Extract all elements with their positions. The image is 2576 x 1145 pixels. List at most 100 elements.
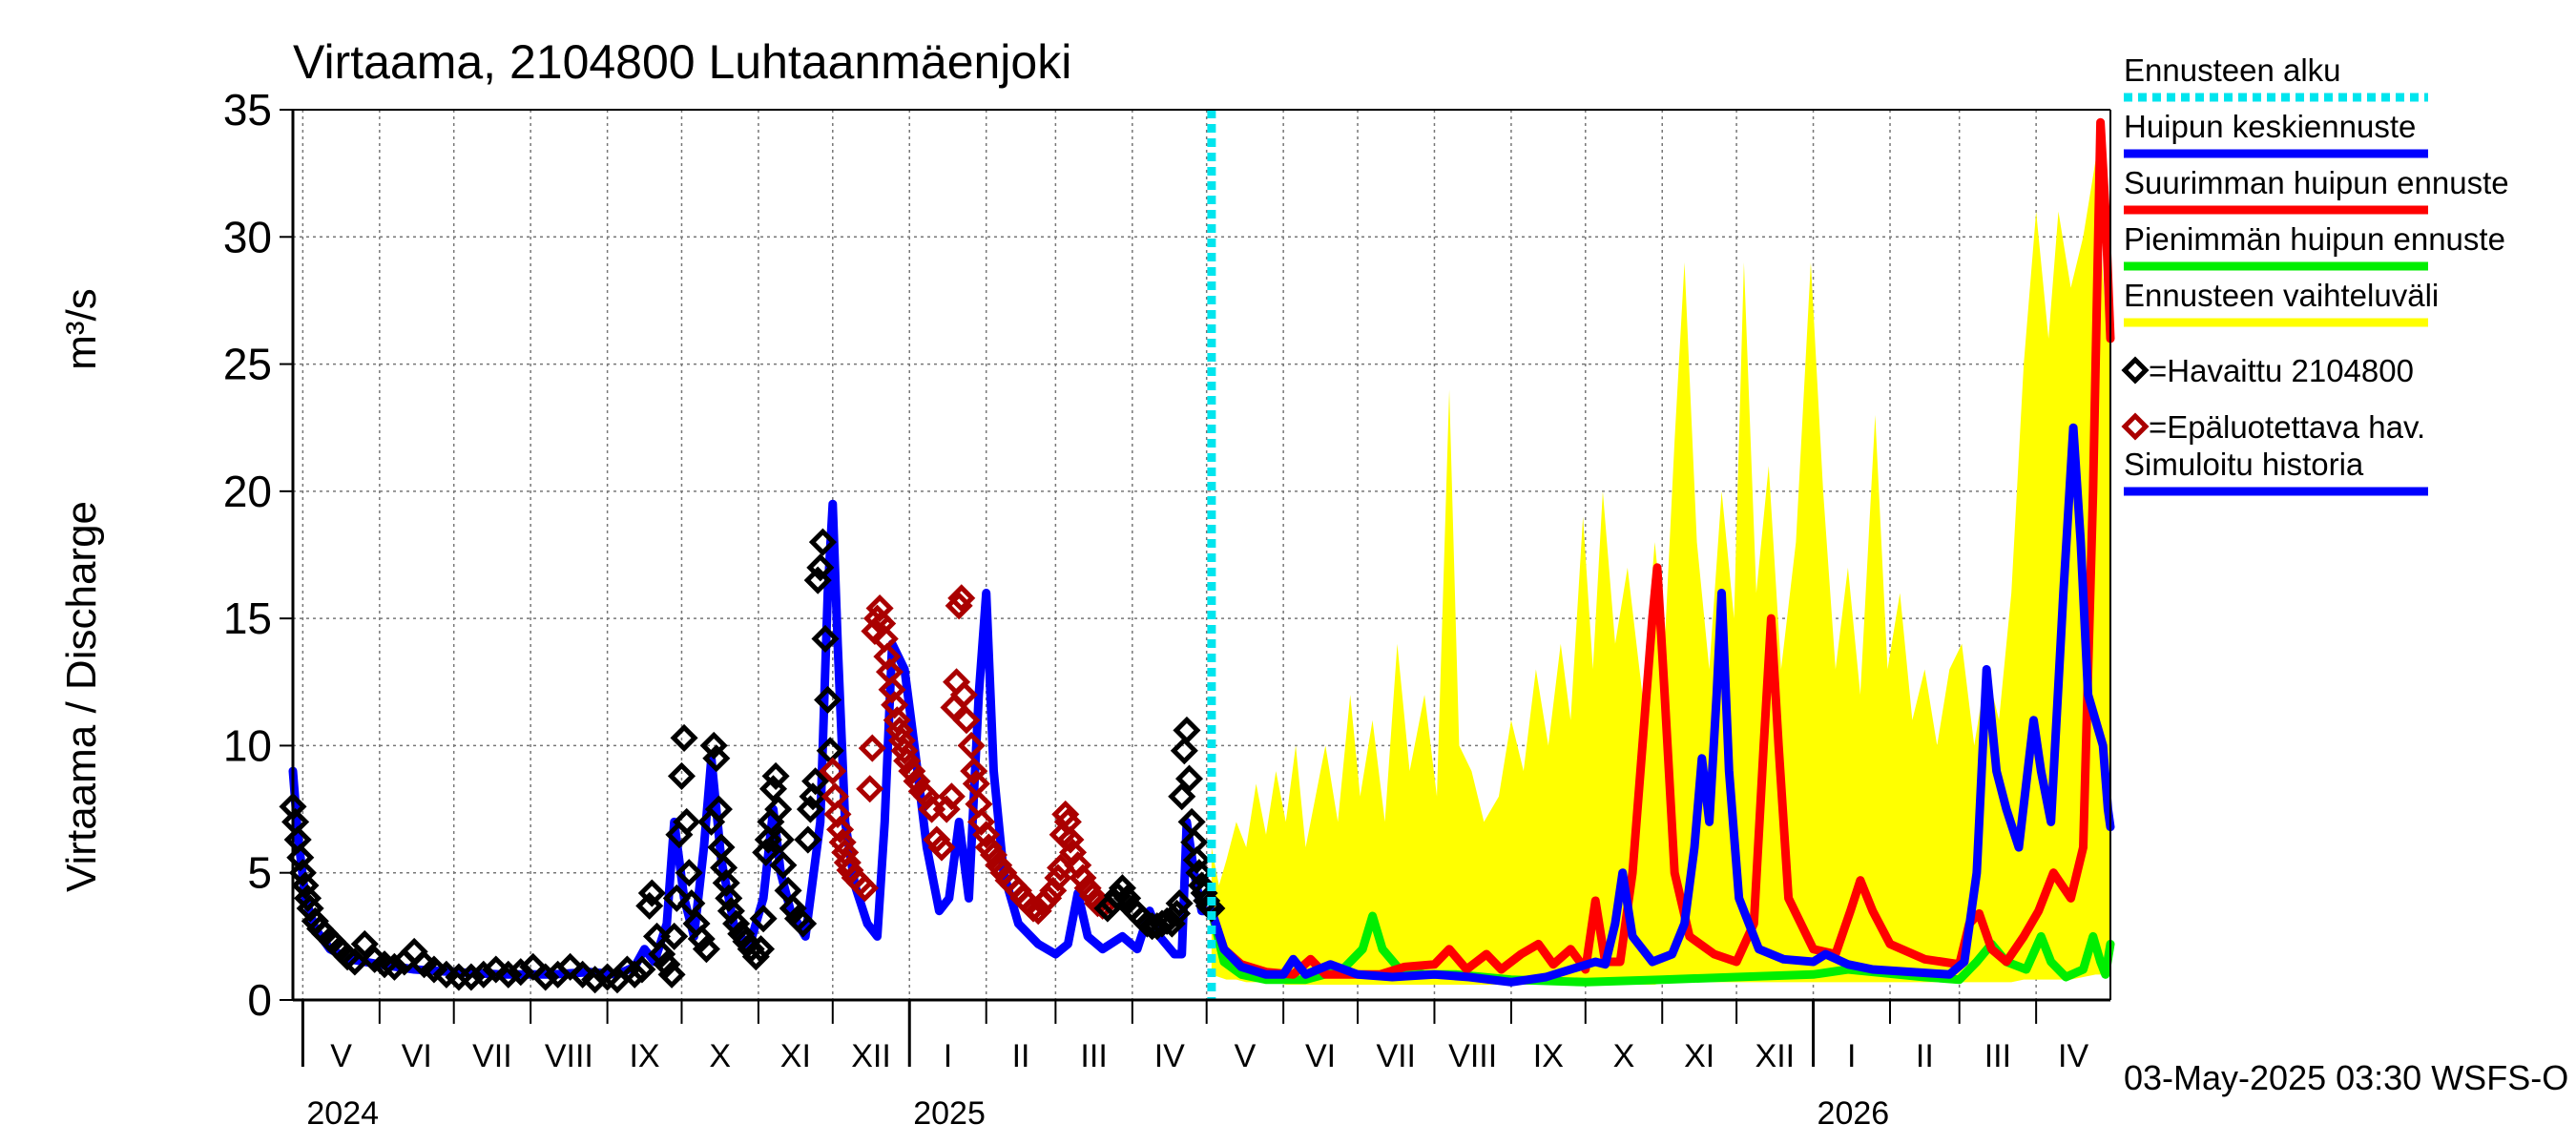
legend-label: =Epäluotettava hav. — [2149, 409, 2425, 445]
observation-marker — [677, 889, 706, 918]
observation-marker — [692, 935, 720, 964]
observation-marker — [699, 731, 728, 760]
observation-marker — [1174, 764, 1204, 793]
unreliable-observation-marker — [957, 731, 986, 760]
observation-marker — [1165, 889, 1194, 918]
month-label: XII — [1755, 1038, 1796, 1074]
observation-marker — [789, 909, 818, 938]
observation-marker — [1108, 874, 1136, 903]
y-tick-label: 10 — [223, 720, 272, 770]
y-tick-label: 25 — [223, 340, 272, 389]
observation-marker — [380, 952, 408, 981]
observation-marker — [811, 624, 840, 654]
observation-marker — [702, 744, 731, 773]
legend: Ennusteen alku Huipun keskiennuste Suurimm… — [2121, 52, 2509, 496]
unreliable-observation-marker — [1069, 864, 1097, 892]
observation-marker — [1182, 845, 1211, 874]
max-peak-forecast-line — [1207, 117, 2115, 979]
unreliable-observation-marker — [979, 841, 1008, 869]
observation-marker — [722, 909, 751, 938]
observation-marker — [288, 859, 317, 887]
unreliable-observation-marker — [850, 874, 880, 903]
observation-marker — [1170, 737, 1198, 765]
month-label: VII — [1376, 1038, 1416, 1074]
legend-marker — [2121, 356, 2150, 385]
unreliable-observation-marker — [927, 833, 956, 862]
observation-marker — [794, 825, 822, 854]
unreliable-observation-marker — [1051, 800, 1080, 828]
observation-marker — [801, 767, 830, 796]
observation-marker — [667, 761, 696, 790]
y-tick-label: 35 — [223, 85, 272, 135]
month-label: VIII — [545, 1038, 593, 1074]
legend-label: Ennusteen alku — [2124, 52, 2341, 88]
legend-label: Ennusteen vaihteluväli — [2124, 278, 2439, 313]
unreliable-observation-marker — [890, 737, 919, 765]
year-label: 2026 — [1818, 1095, 1890, 1132]
observation-marker — [761, 761, 790, 790]
observation-marker — [766, 825, 795, 854]
observation-marker — [457, 963, 486, 991]
observation-marker — [469, 960, 498, 989]
unreliable-observation-marker — [819, 757, 847, 785]
observation-marker — [746, 935, 776, 964]
observation-marker — [704, 795, 733, 823]
unreliable-observation-marker — [903, 767, 931, 796]
legend-label: Simuloitu historia — [2124, 447, 2364, 482]
observation-marker — [673, 807, 701, 836]
month-label: I — [944, 1038, 952, 1074]
observation-marker — [648, 940, 676, 968]
observation-marker — [628, 955, 656, 984]
unreliable-observation-marker — [887, 726, 916, 755]
y-axis-unit: m³/s — [58, 288, 105, 370]
y-tick-label: 0 — [247, 975, 272, 1025]
observation-marker — [660, 922, 689, 950]
observation-marker — [556, 952, 585, 981]
month-label: IV — [1154, 1038, 1185, 1074]
unreliable-observation-marker — [947, 584, 976, 613]
observation-marker — [675, 859, 703, 887]
observation-marker — [531, 963, 560, 991]
y-tick-label: 15 — [223, 593, 272, 643]
unreliable-observation-marker — [972, 821, 1001, 849]
unreliable-observation-marker — [883, 706, 911, 735]
observation-marker — [420, 955, 448, 984]
y-tick-label: 30 — [223, 212, 272, 261]
unreliable-observation-marker — [893, 746, 922, 775]
mean-peak-forecast-line — [1207, 423, 2115, 987]
month-label: XI — [1684, 1038, 1714, 1074]
y-axis-label: Virtaama / Discharge — [58, 501, 105, 892]
observation-marker — [581, 966, 610, 994]
unreliable-observation-marker — [952, 706, 981, 735]
unreliable-observation-marker — [949, 680, 978, 709]
observation-marker — [620, 960, 649, 989]
month-label: III — [1984, 1038, 2011, 1074]
unreliable-observation-marker — [856, 775, 884, 803]
month-label: I — [1847, 1038, 1856, 1074]
month-label: IX — [1533, 1038, 1564, 1074]
observation-marker — [806, 553, 835, 582]
observation-marker — [507, 958, 535, 987]
month-label: II — [1012, 1038, 1030, 1074]
observation-marker — [764, 795, 793, 823]
legend-label: =Havaittu 2104800 — [2149, 353, 2414, 388]
month-label: IX — [629, 1038, 659, 1074]
observation-marker — [749, 905, 778, 933]
observation-marker — [799, 782, 827, 811]
month-label: VII — [472, 1038, 512, 1074]
unreliable-observation-marker — [828, 828, 857, 857]
unreliable-observation-marker — [1034, 884, 1063, 912]
unreliable-observation-marker — [937, 782, 966, 811]
legend-label: Pienimmän huipun ennuste — [2124, 221, 2505, 257]
month-label: X — [709, 1038, 731, 1074]
chart-title: Virtaama, 2104800 Luhtaanmäenjoki — [293, 35, 1071, 89]
observation-marker — [291, 871, 320, 900]
forecast-range-band — [1211, 160, 2110, 986]
y-tick-label: 20 — [223, 467, 272, 516]
observation-marker — [687, 925, 716, 953]
month-label: II — [1916, 1038, 1934, 1074]
month-label: XII — [851, 1038, 891, 1074]
observation-marker — [779, 894, 807, 923]
